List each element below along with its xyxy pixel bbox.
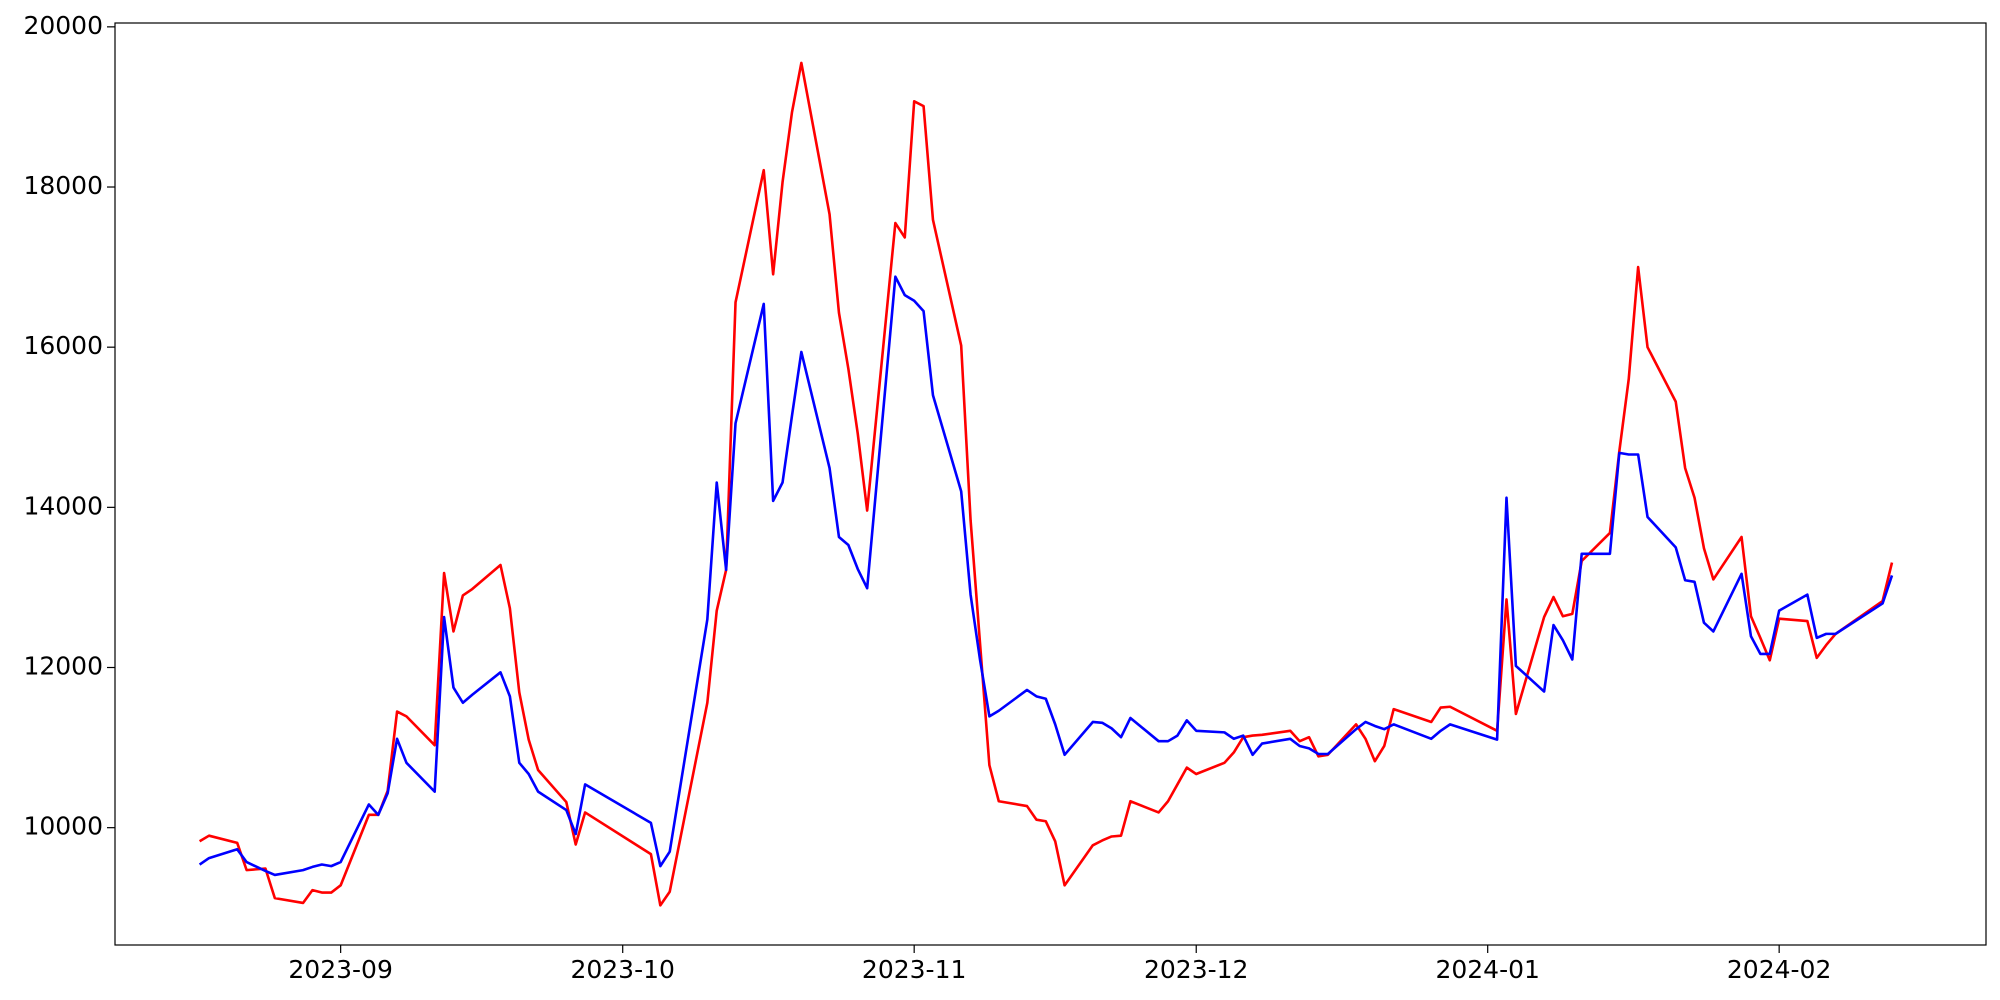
y-tick-label: 14000 bbox=[23, 491, 103, 520]
y-tick-label: 16000 bbox=[23, 331, 103, 360]
data-line bbox=[198, 61, 1894, 907]
y-tick-label: 18000 bbox=[23, 171, 103, 200]
y-tick-label: 20000 bbox=[23, 11, 103, 40]
x-tick-label: 2023-10 bbox=[570, 955, 674, 984]
x-tick-label: 2023-09 bbox=[288, 955, 392, 984]
plot-frame bbox=[114, 22, 1987, 946]
y-tick-label: 12000 bbox=[23, 652, 103, 681]
data-line bbox=[198, 275, 1894, 877]
y-tick-label: 10000 bbox=[23, 812, 103, 841]
x-tick-label: 2023-11 bbox=[862, 955, 966, 984]
x-tick-label: 2024-02 bbox=[1727, 955, 1831, 984]
x-tick-label: 2024-01 bbox=[1435, 955, 1539, 984]
x-tick-label: 2023-12 bbox=[1144, 955, 1248, 984]
